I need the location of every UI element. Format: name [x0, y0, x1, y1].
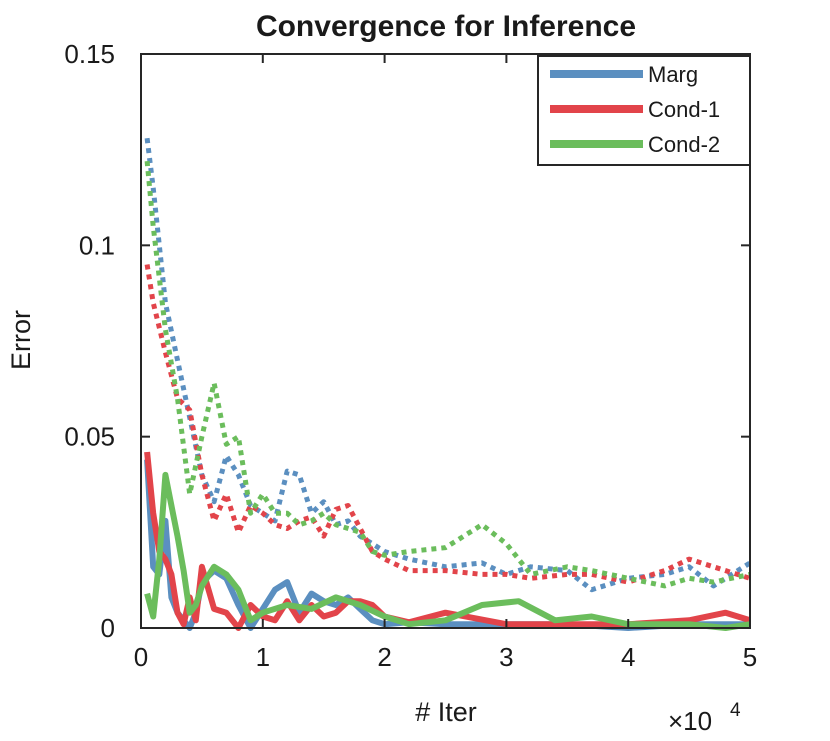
series-line-cond-2-dotted — [144, 160, 751, 589]
y-tick-label: 0.1 — [79, 230, 115, 260]
plot-frame — [140, 53, 751, 629]
series-line-cond-1 — [144, 451, 751, 631]
x-tick-label: 5 — [743, 642, 757, 672]
y-tick-label: 0.15 — [64, 39, 115, 69]
x-tick-label: 2 — [377, 642, 391, 672]
y-tick-label: 0.05 — [64, 422, 115, 452]
legend-label-cond-1: Cond-1 — [648, 97, 720, 122]
legend-label-marg: Marg — [648, 62, 698, 87]
x-axis-multiplier: ×10 4 — [668, 700, 741, 736]
x-tick-label: 0 — [134, 642, 148, 672]
legend-label-cond-2: Cond-2 — [648, 132, 720, 157]
x-multiplier-exponent: 4 — [730, 700, 741, 721]
x-axis-label: # Iter — [415, 697, 477, 727]
series-line-cond-1-dotted — [144, 264, 751, 585]
legend: Marg Cond-1 Cond-2 — [537, 55, 751, 166]
chart-title: Convergence for Inference — [256, 10, 636, 43]
series-line-marg-dotted — [144, 137, 752, 593]
series-line-cond-2 — [144, 471, 751, 631]
plot-lines — [144, 137, 752, 631]
x-tick-label: 3 — [499, 642, 513, 672]
series-line-marg — [144, 459, 750, 631]
x-tick-label: 4 — [621, 642, 635, 672]
x-multiplier-base: ×10 — [668, 706, 712, 736]
x-tick-label: 1 — [256, 642, 270, 672]
y-axis-label: Error — [6, 310, 36, 370]
y-tick-label: 0 — [101, 613, 115, 643]
